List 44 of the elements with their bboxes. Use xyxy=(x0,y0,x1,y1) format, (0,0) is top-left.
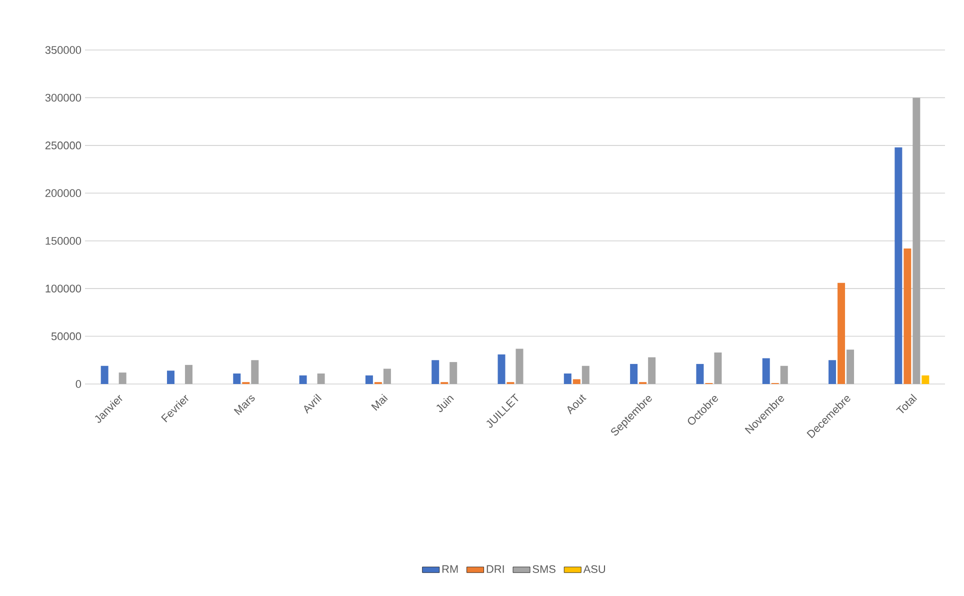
bar xyxy=(365,375,373,384)
bar xyxy=(582,366,590,384)
bar xyxy=(762,358,770,384)
legend-label: DRI xyxy=(486,565,504,573)
bar xyxy=(299,375,307,384)
bar xyxy=(166,370,174,384)
bar xyxy=(912,98,920,384)
y-tick-label: 250000 xyxy=(45,142,82,150)
bar xyxy=(516,348,524,384)
bar xyxy=(498,354,506,384)
x-tick-label: Mai xyxy=(371,394,388,411)
bar xyxy=(714,352,722,384)
legend-label: ASU xyxy=(583,565,606,573)
bar xyxy=(894,147,902,384)
y-tick-label: 300000 xyxy=(45,94,82,102)
bar xyxy=(922,375,930,384)
bar xyxy=(100,366,108,384)
bar xyxy=(432,360,440,384)
x-tick-label: Juin xyxy=(436,396,454,412)
y-tick-label: 200000 xyxy=(45,189,82,198)
y-tick-label: 50000 xyxy=(51,332,82,340)
y-tick-label: 0 xyxy=(76,380,82,388)
legend-label: RM xyxy=(442,565,458,573)
bar xyxy=(450,362,458,384)
bar xyxy=(828,360,836,384)
y-tick-label: 350000 xyxy=(45,46,82,54)
bar xyxy=(184,364,192,384)
bar xyxy=(904,248,912,384)
bar xyxy=(780,366,788,384)
bar xyxy=(630,364,638,384)
bar xyxy=(696,364,704,384)
bar xyxy=(251,360,259,384)
bar xyxy=(572,379,580,384)
bar xyxy=(317,374,325,384)
bar xyxy=(648,357,656,384)
bar xyxy=(838,282,846,384)
bar xyxy=(118,372,126,384)
bar xyxy=(564,374,572,384)
bar xyxy=(383,368,391,384)
bar xyxy=(233,374,241,384)
y-tick-label: 150000 xyxy=(46,236,82,245)
bar xyxy=(846,350,854,384)
legend-label: SMS xyxy=(532,565,556,573)
y-tick-label: 100000 xyxy=(46,284,82,292)
